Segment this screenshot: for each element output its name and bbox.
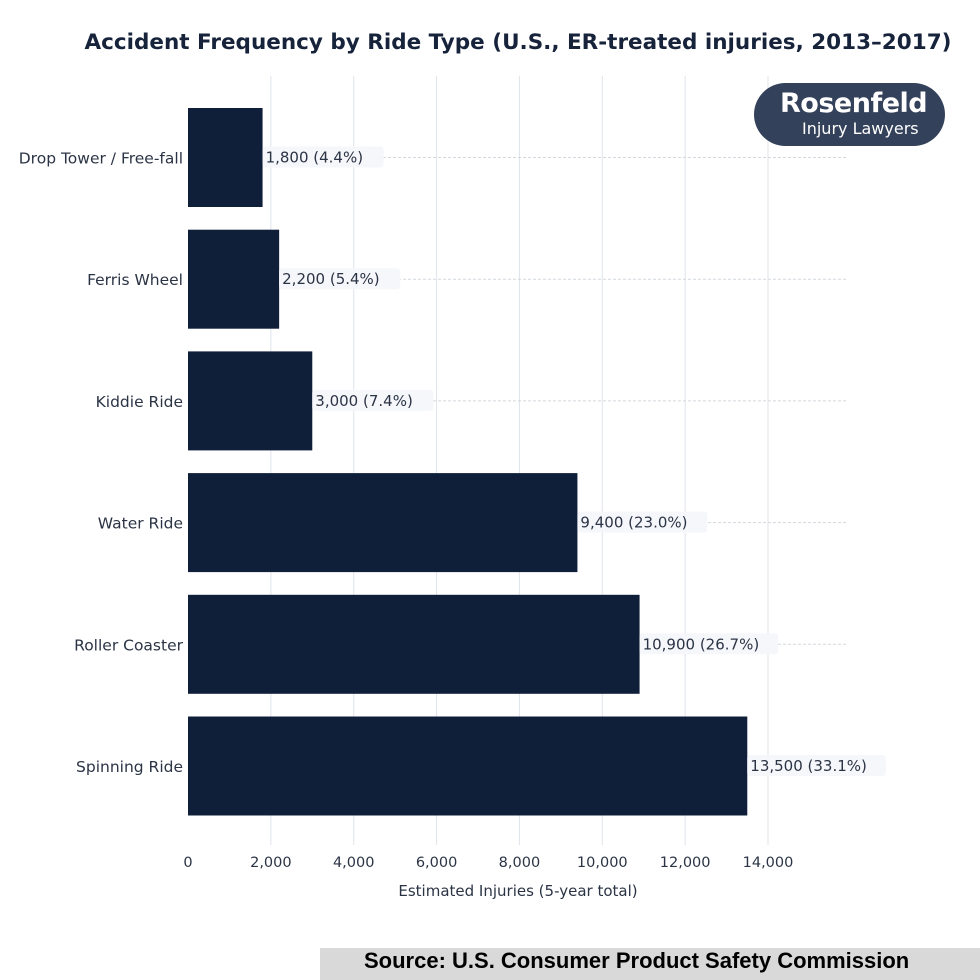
bar	[188, 594, 640, 694]
value-label-bg	[639, 633, 779, 655]
logo-sub-text: Injury Lawyers	[802, 119, 919, 138]
chart-title: Accident Frequency by Ride Type (U.S., E…	[84, 30, 952, 55]
category-label: Roller Coaster	[74, 636, 183, 654]
bar	[188, 473, 578, 573]
bars	[188, 108, 748, 816]
bar	[188, 351, 313, 451]
x-tick-label: 4,000	[333, 855, 375, 871]
x-axis-label: Estimated Injuries (5-year total)	[398, 882, 637, 900]
logo-brand-text: Rosenfeld	[780, 88, 928, 119]
value-label-bg	[577, 511, 708, 533]
value-label: 13,500 (33.1%)	[750, 757, 867, 775]
value-label: 3,000 (7.4%)	[315, 392, 413, 410]
bar-chart: Drop Tower / Free-fall 1,800 (4.4%) Ferris…	[18, 76, 886, 900]
value-label: 9,400 (23.0%)	[580, 514, 687, 532]
value-label-bg	[312, 389, 434, 411]
source-banner: Source: U.S. Consumer Product Safety Com…	[320, 948, 980, 980]
category-label: Spinning Ride	[76, 758, 183, 776]
x-tick-label: 8,000	[499, 855, 541, 871]
value-label: 1,800 (4.4%)	[266, 149, 364, 167]
labels: Drop Tower / Free-fall 1,800 (4.4%) Ferris…	[19, 146, 886, 776]
x-tick-label: 0	[183, 855, 192, 871]
x-tick-label: 14,000	[743, 855, 794, 871]
category-label: Kiddie Ride	[96, 393, 183, 411]
x-tick-label: 6,000	[416, 855, 458, 871]
value-label-bg	[279, 268, 401, 290]
x-axis: 0 2,000 4,000 6,000 8,000 10,000 12,000 14,000	[183, 855, 793, 871]
category-label: Ferris Wheel	[87, 271, 183, 289]
value-label: 2,200 (5.4%)	[282, 270, 380, 288]
x-tick-label: 2,000	[250, 855, 292, 871]
x-tick-label: 12,000	[660, 855, 711, 871]
bar	[188, 716, 748, 816]
value-label-bg	[262, 146, 384, 168]
source-text: Source: U.S. Consumer Product Safety Com…	[364, 948, 910, 973]
value-label-bg	[747, 755, 886, 776]
brand-logo: Rosenfeld Injury Lawyers	[754, 83, 945, 146]
x-tick-label: 10,000	[577, 855, 628, 871]
value-label: 10,900 (26.7%)	[643, 635, 760, 653]
category-label: Water Ride	[98, 515, 183, 533]
bar	[188, 108, 263, 207]
bar	[188, 229, 280, 329]
category-label: Drop Tower / Free-fall	[19, 150, 183, 168]
